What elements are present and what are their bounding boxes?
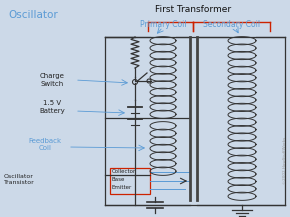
Text: Collector: Collector (112, 169, 136, 174)
Text: Emitter: Emitter (112, 185, 132, 190)
Text: Primary Coil: Primary Coil (140, 20, 186, 29)
Bar (110, 168, 150, 194)
Text: First Transformer: First Transformer (155, 5, 231, 14)
Text: Base: Base (112, 177, 125, 182)
Text: Oscillator
Transistor: Oscillator Transistor (4, 174, 35, 185)
Text: 1.5 V
Battery: 1.5 V Battery (39, 100, 65, 113)
Text: Feedback
Coil: Feedback Coil (28, 138, 61, 151)
Text: ©2002 HowStuffWorks: ©2002 HowStuffWorks (283, 136, 287, 184)
Text: Oscillator: Oscillator (8, 10, 58, 20)
Text: Secondary Coil: Secondary Coil (204, 20, 260, 29)
Text: Charge
Switch: Charge Switch (39, 73, 64, 87)
